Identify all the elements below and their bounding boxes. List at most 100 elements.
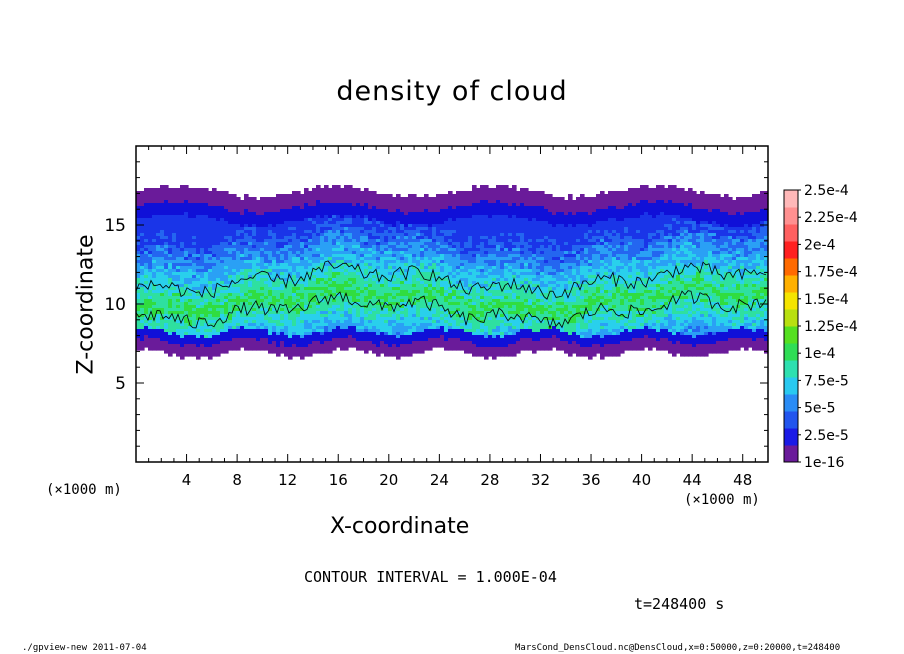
- density-cell: [488, 290, 493, 294]
- density-cell: [348, 344, 353, 348]
- density-cell: [348, 245, 353, 249]
- density-cell: [376, 230, 381, 234]
- density-cell: [292, 263, 297, 267]
- density-cell: [416, 275, 421, 279]
- density-cell: [220, 296, 225, 300]
- density-cell: [240, 230, 245, 234]
- density-cell: [432, 341, 437, 345]
- density-cell: [380, 311, 385, 315]
- density-cell: [472, 332, 477, 336]
- density-cell: [264, 329, 269, 333]
- density-cell: [260, 341, 265, 345]
- density-cell: [288, 224, 293, 228]
- density-cell: [464, 200, 469, 204]
- density-cell: [160, 221, 165, 225]
- density-cell: [324, 347, 329, 351]
- density-cell: [264, 338, 269, 342]
- density-cell: [160, 317, 165, 321]
- density-cell: [408, 347, 413, 351]
- density-cell: [432, 254, 437, 258]
- density-cell: [268, 197, 273, 201]
- density-cell: [480, 233, 485, 237]
- density-cell: [384, 245, 389, 249]
- density-cell: [168, 200, 173, 204]
- density-cell: [216, 278, 221, 282]
- density-cell: [168, 335, 173, 339]
- density-cell: [208, 245, 213, 249]
- density-cell: [336, 299, 341, 303]
- density-cell: [256, 293, 261, 297]
- density-cell: [324, 224, 329, 228]
- density-cell: [244, 263, 249, 267]
- density-cell: [392, 284, 397, 288]
- density-cell: [364, 257, 369, 261]
- density-cell: [408, 251, 413, 255]
- density-cell: [372, 347, 377, 351]
- density-cell: [416, 263, 421, 267]
- density-cell: [424, 332, 429, 336]
- density-cell: [476, 248, 481, 252]
- density-cell: [360, 200, 365, 204]
- density-cell: [376, 332, 381, 336]
- density-cell: [432, 317, 437, 321]
- density-cell: [416, 311, 421, 315]
- density-cell: [276, 341, 281, 345]
- density-cell: [380, 227, 385, 231]
- density-cell: [144, 326, 149, 330]
- density-cell: [468, 350, 473, 354]
- density-cell: [388, 203, 393, 207]
- density-cell: [388, 311, 393, 315]
- density-cell: [176, 254, 181, 258]
- density-cell: [224, 344, 229, 348]
- density-cell: [476, 200, 481, 204]
- density-cell: [376, 224, 381, 228]
- density-cell: [272, 290, 277, 294]
- density-cell: [156, 206, 161, 210]
- density-cell: [460, 272, 465, 276]
- density-cell: [408, 326, 413, 330]
- density-cell: [448, 332, 453, 336]
- density-cell: [464, 266, 469, 270]
- density-cell: [152, 212, 157, 216]
- density-cell: [496, 230, 501, 234]
- density-cell: [484, 290, 489, 294]
- density-cell: [432, 320, 437, 324]
- density-cell: [400, 215, 405, 219]
- density-cell: [164, 329, 169, 333]
- density-cell: [232, 257, 237, 261]
- density-cell: [236, 332, 241, 336]
- density-cell: [208, 278, 213, 282]
- density-cell: [376, 254, 381, 258]
- density-cell: [244, 197, 249, 201]
- density-cell: [408, 290, 413, 294]
- density-cell: [396, 200, 401, 204]
- density-cell: [284, 308, 289, 312]
- density-cell: [276, 347, 281, 351]
- density-cell: [484, 344, 489, 348]
- density-cell: [140, 212, 145, 216]
- density-cell: [356, 233, 361, 237]
- density-cell: [236, 197, 241, 201]
- density-cell: [380, 347, 385, 351]
- density-cell: [164, 332, 169, 336]
- density-cell: [228, 215, 233, 219]
- density-cell: [284, 320, 289, 324]
- density-cell: [276, 350, 281, 354]
- density-cell: [488, 326, 493, 330]
- density-cell: [312, 203, 317, 207]
- density-cell: [496, 284, 501, 288]
- density-cell: [272, 335, 277, 339]
- density-cell: [384, 239, 389, 243]
- density-cell: [200, 329, 205, 333]
- density-cell: [164, 236, 169, 240]
- density-cell: [192, 224, 197, 228]
- density-cell: [384, 299, 389, 303]
- density-cell: [408, 323, 413, 327]
- density-cell: [184, 308, 189, 312]
- density-cell: [440, 272, 445, 276]
- density-cell: [448, 209, 453, 213]
- density-cell: [416, 272, 421, 276]
- density-cell: [316, 191, 321, 195]
- density-cell: [384, 251, 389, 255]
- density-cell: [372, 203, 377, 207]
